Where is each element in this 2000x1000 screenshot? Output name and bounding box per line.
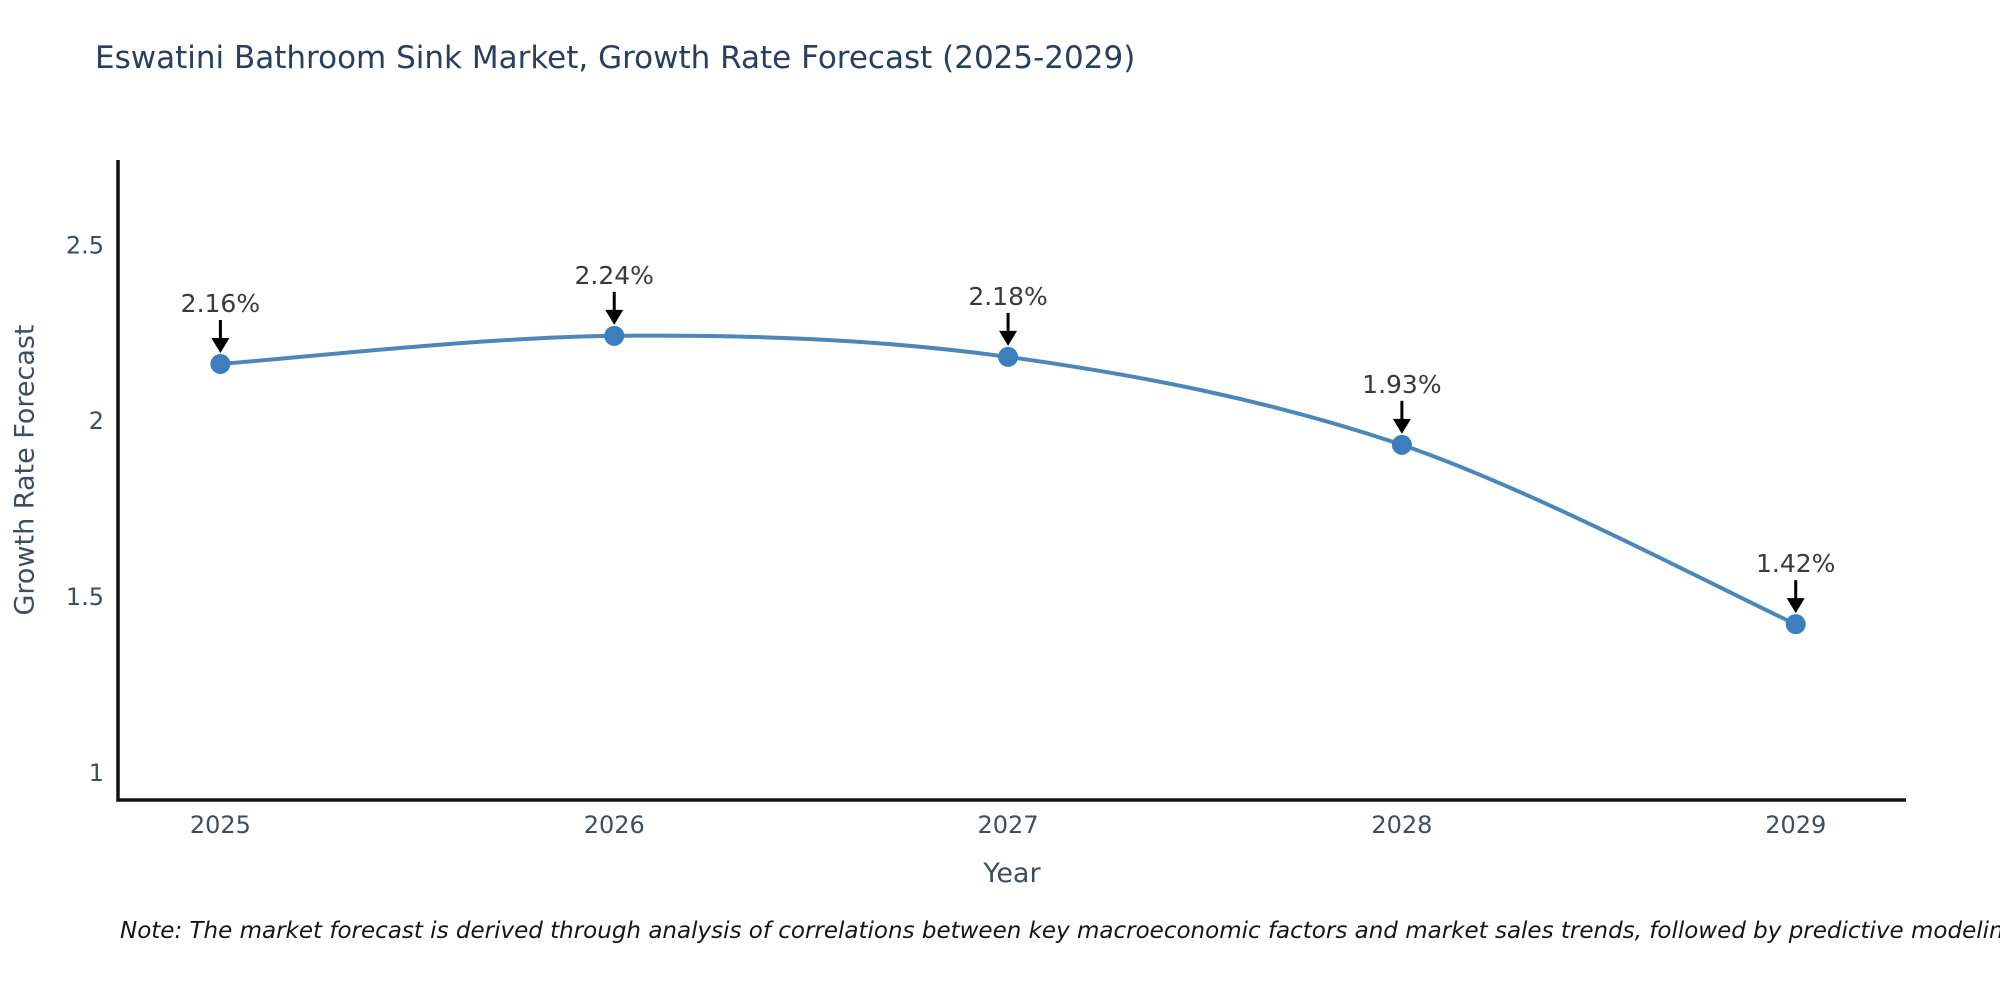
x-axis-label: Year [983,858,1041,889]
y-tick-label: 1 [89,759,104,787]
data-point-label: 2.16% [181,289,260,318]
x-tick-label: 2025 [190,811,251,839]
data-point-marker [210,353,231,374]
chart-title: Eswatini Bathroom Sink Market, Growth Ra… [95,40,1136,76]
data-point-marker [1391,434,1412,455]
axis-spines [116,160,1906,802]
data-point-marker [998,346,1019,367]
data-point-marker [1785,614,1806,635]
y-tick-label: 2 [89,407,104,435]
annotation-arrow-head [1786,598,1805,614]
y-tick-label: 1.5 [66,583,104,611]
data-point-label: 1.93% [1362,370,1441,399]
data-point-marker [604,325,625,346]
data-point-label: 1.42% [1756,549,1835,578]
annotation-arrow-head [999,330,1018,346]
forecast-line [220,333,1797,626]
data-point-label: 2.24% [575,261,654,290]
y-tick-label: 2.5 [66,231,104,259]
x-tick-label: 2029 [1765,811,1826,839]
footnote: Note: The market forecast is derived thr… [120,918,2000,944]
x-tick-label: 2028 [1371,811,1432,839]
x-tick-label: 2027 [978,811,1039,839]
data-point-label: 2.18% [968,282,1047,311]
x-tick-label: 2026 [584,811,645,839]
annotation-arrow-head [605,309,624,325]
annotation-arrow-head [1392,418,1411,434]
annotation-arrow-head [211,337,230,353]
